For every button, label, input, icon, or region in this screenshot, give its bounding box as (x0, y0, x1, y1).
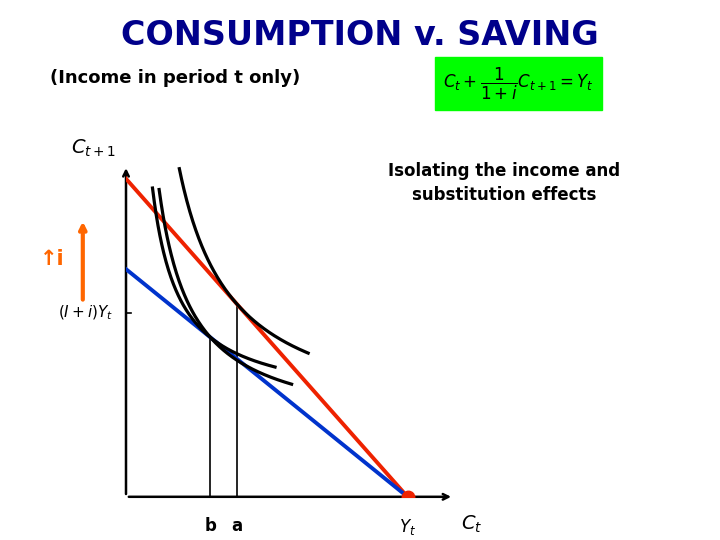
Text: Isolating the income and
substitution effects: Isolating the income and substitution ef… (388, 162, 620, 204)
Text: (Income in period t only): (Income in period t only) (50, 69, 301, 87)
Text: $Y_t$: $Y_t$ (399, 517, 416, 537)
Text: ↑i: ↑i (40, 249, 64, 269)
Text: $C_t + \dfrac{1}{1+i}C_{t+1} = Y_t$: $C_t + \dfrac{1}{1+i}C_{t+1} = Y_t$ (443, 65, 594, 102)
Text: $C_t$: $C_t$ (461, 514, 482, 535)
Text: $C_{t+1}$: $C_{t+1}$ (71, 137, 116, 159)
Text: a: a (231, 517, 243, 535)
Text: b: b (204, 517, 217, 535)
Text: CONSUMPTION v. SAVING: CONSUMPTION v. SAVING (121, 19, 599, 52)
Text: $(I+i)Y_t$: $(I+i)Y_t$ (58, 303, 113, 322)
